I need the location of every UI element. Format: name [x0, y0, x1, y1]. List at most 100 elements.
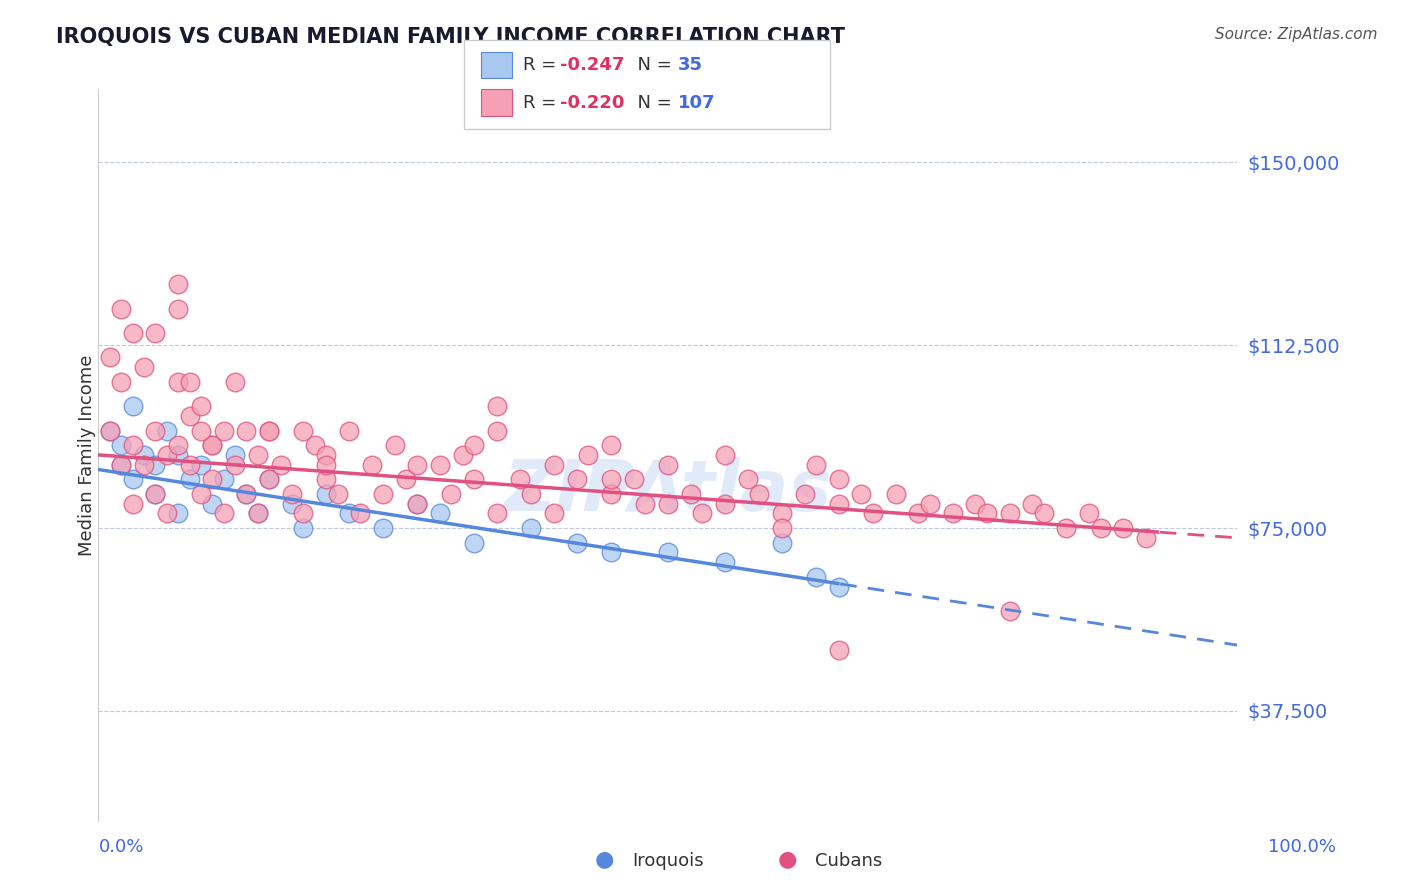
Point	[804, 570, 827, 584]
Point	[145, 326, 167, 340]
Point	[634, 497, 657, 511]
Point	[259, 424, 281, 438]
Point	[259, 424, 281, 438]
Text: IROQUOIS VS CUBAN MEDIAN FAMILY INCOME CORRELATION CHART: IROQUOIS VS CUBAN MEDIAN FAMILY INCOME C…	[56, 27, 845, 46]
Text: Iroquois: Iroquois	[633, 852, 704, 870]
Point	[804, 458, 827, 472]
Point	[451, 448, 474, 462]
Point	[270, 458, 292, 472]
Point	[315, 472, 337, 486]
Point	[337, 424, 360, 438]
Point	[179, 375, 201, 389]
Point	[132, 448, 155, 462]
Point	[315, 448, 337, 462]
Point	[600, 487, 623, 501]
Point	[190, 487, 212, 501]
Point	[520, 521, 543, 535]
Point	[212, 424, 235, 438]
Point	[1135, 531, 1157, 545]
Point	[907, 507, 929, 521]
Point	[657, 545, 679, 559]
Text: 0.0%: 0.0%	[98, 838, 143, 856]
Point	[384, 438, 406, 452]
Point	[292, 424, 315, 438]
Point	[212, 507, 235, 521]
Point	[679, 487, 702, 501]
Point	[770, 521, 793, 535]
Point	[429, 507, 451, 521]
Text: -0.220: -0.220	[560, 94, 624, 112]
Point	[942, 507, 965, 521]
Point	[793, 487, 815, 501]
Point	[657, 497, 679, 511]
Point	[1021, 497, 1043, 511]
Point	[110, 438, 132, 452]
Point	[463, 535, 485, 549]
Text: 100.0%: 100.0%	[1268, 838, 1336, 856]
Text: Cubans: Cubans	[815, 852, 883, 870]
Point	[235, 487, 257, 501]
Text: -0.247: -0.247	[560, 56, 624, 74]
Y-axis label: Median Family Income: Median Family Income	[79, 354, 96, 556]
Point	[110, 458, 132, 472]
Point	[600, 472, 623, 486]
Point	[292, 507, 315, 521]
Point	[224, 375, 246, 389]
Point	[190, 458, 212, 472]
Point	[315, 458, 337, 472]
Point	[406, 458, 429, 472]
Point	[520, 487, 543, 501]
Point	[998, 507, 1021, 521]
Point	[600, 545, 623, 559]
Point	[121, 438, 143, 452]
Point	[156, 424, 179, 438]
Point	[748, 487, 770, 501]
Point	[156, 507, 179, 521]
Point	[121, 399, 143, 413]
Point	[851, 487, 873, 501]
Text: N =: N =	[626, 56, 678, 74]
Point	[1054, 521, 1078, 535]
Point	[737, 472, 759, 486]
Text: R =: R =	[523, 94, 562, 112]
Point	[121, 497, 143, 511]
Point	[828, 497, 851, 511]
Point	[179, 472, 201, 486]
Point	[246, 507, 269, 521]
Point	[486, 399, 509, 413]
Point	[145, 487, 167, 501]
Point	[770, 507, 793, 521]
Point	[576, 448, 599, 462]
Point	[110, 301, 132, 316]
Point	[690, 507, 713, 521]
Point	[98, 424, 121, 438]
Point	[828, 643, 851, 657]
Point	[246, 448, 269, 462]
Point	[246, 507, 269, 521]
Point	[828, 472, 851, 486]
Point	[828, 580, 851, 594]
Point	[201, 438, 224, 452]
Point	[167, 375, 190, 389]
Text: ZIPAtlas: ZIPAtlas	[503, 457, 832, 526]
Point	[259, 472, 281, 486]
Point	[657, 458, 679, 472]
Point	[167, 438, 190, 452]
Point	[179, 409, 201, 423]
Point	[406, 497, 429, 511]
Point	[371, 487, 394, 501]
Point	[486, 424, 509, 438]
Point	[918, 497, 941, 511]
Point	[304, 438, 326, 452]
Point	[132, 360, 155, 375]
Point	[179, 458, 201, 472]
Point	[862, 507, 884, 521]
Point	[714, 497, 737, 511]
Point	[190, 424, 212, 438]
Point	[145, 424, 167, 438]
Point	[543, 507, 565, 521]
Point	[1032, 507, 1054, 521]
Point	[190, 399, 212, 413]
Point	[543, 458, 565, 472]
Text: R =: R =	[523, 56, 562, 74]
